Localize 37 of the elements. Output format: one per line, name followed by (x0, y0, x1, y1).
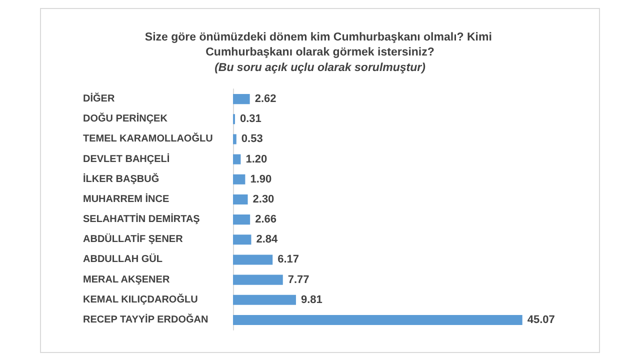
chart-subtitle: (Bu soru açık uçlu olarak sorulmuştur) (214, 62, 426, 74)
data-label: 7.77 (288, 274, 310, 286)
bar (233, 134, 236, 144)
bar (233, 174, 246, 184)
data-label: 2.30 (252, 193, 274, 206)
data-label: 2.66 (255, 214, 276, 226)
y-tick-label: MERAL AKŞENER (83, 274, 170, 286)
bar (233, 234, 252, 245)
bar (233, 214, 250, 225)
bar (233, 194, 248, 204)
data-label: 2.84 (256, 234, 279, 246)
bar (233, 154, 241, 164)
bar (233, 274, 283, 285)
y-tick-label: ABDÜLLATİF ŞENER (83, 233, 184, 246)
data-label: 0.31 (240, 113, 262, 126)
y-tick-label: RECEP TAYYİP ERDOĞAN (83, 313, 208, 326)
y-tick-label: TEMEL KARAMOLLAOĞLU (83, 132, 213, 145)
bar (233, 314, 522, 325)
chart-title: Size göre önümüzdeki dönem kim Cumhurbaşkanı olmalı? Kimi Cumhurbaşkanı olarak görmek istersiniz? (144, 32, 496, 58)
y-tick-label: MUHARREM İNCE (83, 192, 170, 205)
y-tick-label: DOĞU PERİNÇEK (83, 112, 168, 125)
y-tick-label: ABDULLAH GÜL (83, 253, 162, 266)
data-label: 0.53 (241, 133, 263, 146)
data-label: 2.62 (254, 93, 276, 106)
y-tick-label: KEMAL KILIÇDAROĞLU (83, 293, 198, 306)
bar (233, 294, 296, 305)
y-tick-label: DİĞER (83, 92, 116, 105)
data-label: 9.81 (300, 294, 322, 306)
y-tick-label: SELAHATTİN DEMİRTAŞ (83, 213, 200, 226)
y-tick-label: DEVLET BAHÇELİ (83, 152, 170, 165)
bar (233, 254, 273, 265)
data-label: 45.07 (527, 314, 555, 326)
data-label: 1.90 (250, 173, 272, 186)
data-label: 1.20 (246, 153, 268, 166)
y-tick-label: İLKER BAŞBUĞ (83, 172, 160, 185)
bar (233, 94, 250, 104)
data-label: 6.17 (278, 254, 300, 266)
